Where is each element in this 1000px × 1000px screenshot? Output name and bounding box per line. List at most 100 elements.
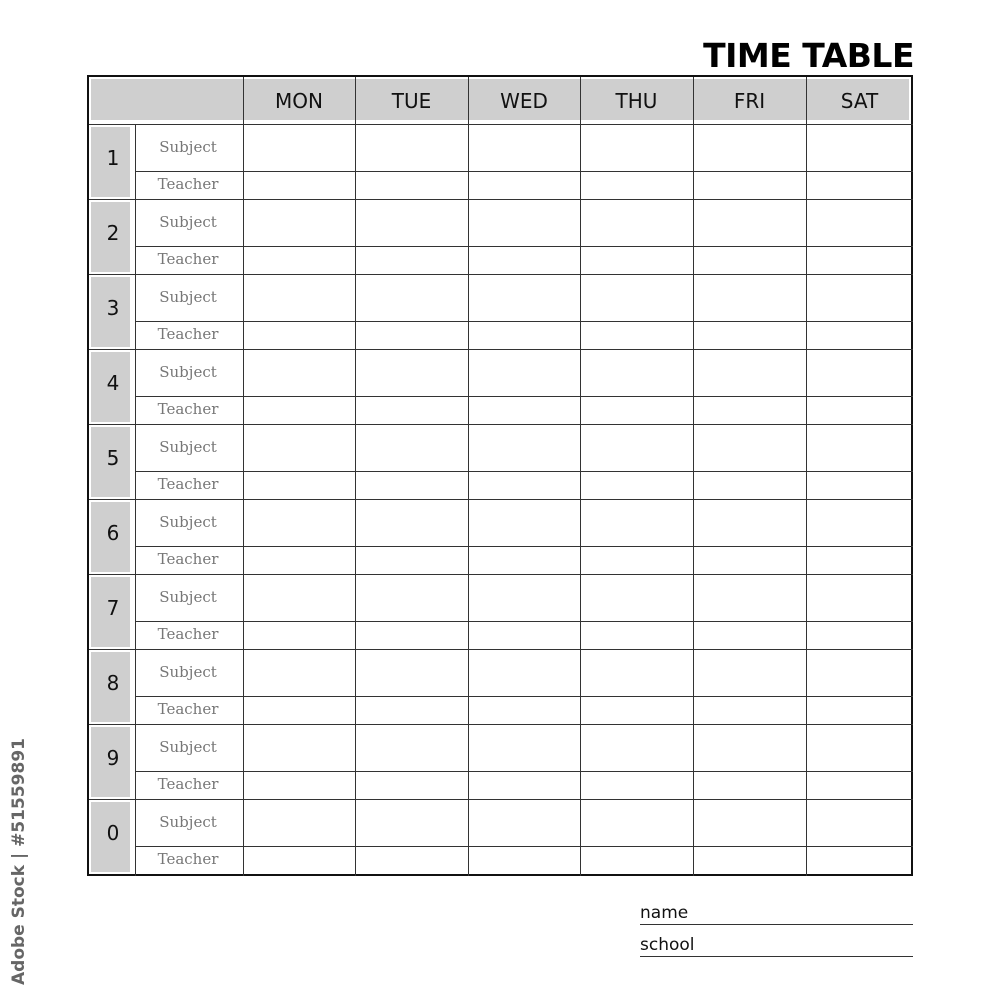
subject-cell[interactable]: [694, 200, 806, 246]
teacher-cell[interactable]: [244, 772, 355, 799]
teacher-cell[interactable]: [356, 172, 468, 199]
teacher-cell[interactable]: [807, 622, 913, 649]
subject-cell[interactable]: [581, 800, 693, 846]
teacher-cell[interactable]: [581, 697, 693, 724]
teacher-cell[interactable]: [244, 172, 355, 199]
teacher-cell[interactable]: [244, 322, 355, 349]
subject-cell[interactable]: [356, 275, 468, 321]
teacher-cell[interactable]: [694, 247, 806, 274]
subject-cell[interactable]: [244, 575, 355, 621]
subject-cell[interactable]: [694, 275, 806, 321]
subject-cell[interactable]: [469, 125, 580, 171]
teacher-cell[interactable]: [469, 697, 580, 724]
teacher-cell[interactable]: [469, 172, 580, 199]
subject-cell[interactable]: [694, 350, 806, 396]
subject-cell[interactable]: [581, 125, 693, 171]
teacher-cell[interactable]: [807, 547, 913, 574]
subject-cell[interactable]: [244, 125, 355, 171]
teacher-cell[interactable]: [244, 547, 355, 574]
teacher-cell[interactable]: [244, 247, 355, 274]
subject-cell[interactable]: [469, 650, 580, 696]
teacher-cell[interactable]: [581, 247, 693, 274]
subject-cell[interactable]: [356, 125, 468, 171]
teacher-cell[interactable]: [356, 697, 468, 724]
subject-cell[interactable]: [694, 425, 806, 471]
subject-cell[interactable]: [807, 200, 913, 246]
teacher-cell[interactable]: [356, 397, 468, 424]
teacher-cell[interactable]: [694, 697, 806, 724]
subject-cell[interactable]: [244, 275, 355, 321]
subject-cell[interactable]: [807, 800, 913, 846]
teacher-cell[interactable]: [469, 622, 580, 649]
subject-cell[interactable]: [694, 650, 806, 696]
teacher-cell[interactable]: [356, 847, 468, 874]
subject-cell[interactable]: [694, 800, 806, 846]
teacher-cell[interactable]: [581, 322, 693, 349]
teacher-cell[interactable]: [581, 847, 693, 874]
teacher-cell[interactable]: [356, 622, 468, 649]
subject-cell[interactable]: [244, 500, 355, 546]
subject-cell[interactable]: [581, 575, 693, 621]
subject-cell[interactable]: [807, 650, 913, 696]
teacher-cell[interactable]: [469, 247, 580, 274]
subject-cell[interactable]: [807, 350, 913, 396]
subject-cell[interactable]: [581, 650, 693, 696]
subject-cell[interactable]: [807, 425, 913, 471]
subject-cell[interactable]: [356, 650, 468, 696]
subject-cell[interactable]: [807, 500, 913, 546]
subject-cell[interactable]: [807, 575, 913, 621]
subject-cell[interactable]: [356, 800, 468, 846]
teacher-cell[interactable]: [244, 397, 355, 424]
subject-cell[interactable]: [356, 350, 468, 396]
teacher-cell[interactable]: [694, 547, 806, 574]
subject-cell[interactable]: [807, 275, 913, 321]
teacher-cell[interactable]: [356, 772, 468, 799]
subject-cell[interactable]: [581, 500, 693, 546]
subject-cell[interactable]: [244, 425, 355, 471]
teacher-cell[interactable]: [356, 472, 468, 499]
subject-cell[interactable]: [694, 500, 806, 546]
subject-cell[interactable]: [244, 200, 355, 246]
subject-cell[interactable]: [581, 200, 693, 246]
subject-cell[interactable]: [469, 500, 580, 546]
teacher-cell[interactable]: [694, 322, 806, 349]
teacher-cell[interactable]: [469, 772, 580, 799]
teacher-cell[interactable]: [807, 697, 913, 724]
teacher-cell[interactable]: [807, 847, 913, 874]
subject-cell[interactable]: [807, 725, 913, 771]
subject-cell[interactable]: [807, 125, 913, 171]
subject-cell[interactable]: [244, 350, 355, 396]
subject-cell[interactable]: [356, 725, 468, 771]
subject-cell[interactable]: [581, 275, 693, 321]
teacher-cell[interactable]: [356, 547, 468, 574]
subject-cell[interactable]: [581, 725, 693, 771]
teacher-cell[interactable]: [807, 472, 913, 499]
subject-cell[interactable]: [694, 125, 806, 171]
subject-cell[interactable]: [356, 200, 468, 246]
teacher-cell[interactable]: [694, 472, 806, 499]
teacher-cell[interactable]: [694, 622, 806, 649]
teacher-cell[interactable]: [581, 397, 693, 424]
teacher-cell[interactable]: [694, 772, 806, 799]
subject-cell[interactable]: [581, 425, 693, 471]
subject-cell[interactable]: [581, 350, 693, 396]
subject-cell[interactable]: [469, 350, 580, 396]
teacher-cell[interactable]: [581, 547, 693, 574]
subject-cell[interactable]: [469, 575, 580, 621]
teacher-cell[interactable]: [581, 772, 693, 799]
teacher-cell[interactable]: [694, 397, 806, 424]
teacher-cell[interactable]: [469, 847, 580, 874]
teacher-cell[interactable]: [244, 697, 355, 724]
subject-cell[interactable]: [244, 725, 355, 771]
teacher-cell[interactable]: [694, 847, 806, 874]
subject-cell[interactable]: [469, 800, 580, 846]
teacher-cell[interactable]: [807, 247, 913, 274]
name-field[interactable]: name: [640, 902, 913, 925]
teacher-cell[interactable]: [581, 472, 693, 499]
subject-cell[interactable]: [469, 200, 580, 246]
subject-cell[interactable]: [469, 275, 580, 321]
teacher-cell[interactable]: [244, 622, 355, 649]
teacher-cell[interactable]: [356, 247, 468, 274]
teacher-cell[interactable]: [244, 847, 355, 874]
subject-cell[interactable]: [469, 425, 580, 471]
